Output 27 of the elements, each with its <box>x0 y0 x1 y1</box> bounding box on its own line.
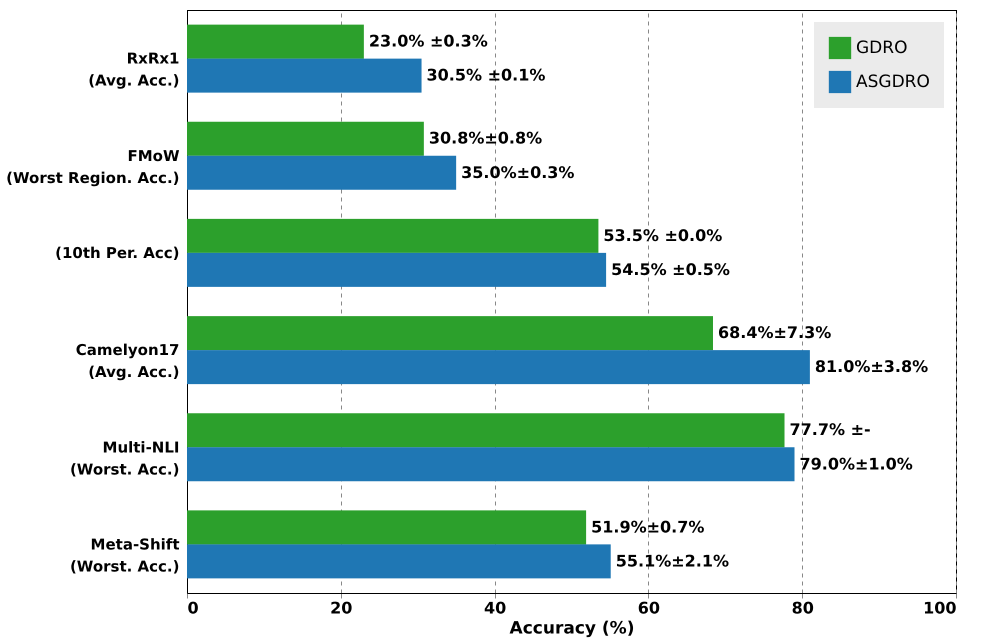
data-label: 77.7% ±- <box>790 420 871 440</box>
x-tick-label: 60 <box>638 598 660 618</box>
data-label: 53.5% ±0.0% <box>603 226 722 245</box>
data-label: 30.5% ±0.1% <box>426 66 546 85</box>
x-axis-title: Accuracy (%) <box>510 618 634 638</box>
x-tick-label: 40 <box>484 598 506 618</box>
x-tick-label: 0 <box>188 598 199 618</box>
data-label: 68.4%±7.3% <box>718 323 832 342</box>
legend-label: ASGDRO <box>856 72 930 92</box>
x-tick-label: 20 <box>330 598 352 618</box>
y-tick-label: Camelyon17 (Avg. Acc.) <box>76 341 180 382</box>
legend-label: GDRO <box>856 38 908 58</box>
x-tick-label: 100 <box>923 598 956 618</box>
y-tick-label: FMoW (Worst Region. Acc.) <box>6 146 180 187</box>
data-label: 23.0% ±0.3% <box>368 32 488 51</box>
data-label: 79.0%±1.0% <box>800 454 913 474</box>
data-label: 51.9%±0.7% <box>591 517 704 536</box>
y-tick-label: Meta-Shift (Worst. Acc.) <box>70 535 180 576</box>
data-label: 81.0%±3.8% <box>814 357 928 376</box>
y-tick-label: Multi-NLI (Worst. Acc.) <box>70 438 180 478</box>
data-label: 55.1%±2.1% <box>616 551 730 570</box>
y-tick-label: (10th Per. Acc) <box>55 244 180 262</box>
x-tick-label: 80 <box>792 598 814 618</box>
data-label: 30.8%±0.8% <box>428 128 542 148</box>
y-tick-label: RxRx1 (Avg. Acc.) <box>88 50 180 90</box>
data-label: 54.5% ±0.5% <box>611 260 730 279</box>
data-label: 35.0%±0.3% <box>461 162 574 182</box>
